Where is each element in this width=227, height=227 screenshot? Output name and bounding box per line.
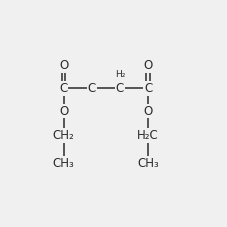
Text: C: C: [144, 82, 152, 95]
Text: C: C: [116, 82, 124, 95]
Text: O: O: [143, 59, 153, 72]
Text: CH₃: CH₃: [137, 157, 159, 170]
Text: C: C: [88, 82, 96, 95]
Text: CH₂: CH₂: [53, 129, 74, 142]
Text: O: O: [143, 105, 153, 118]
Text: C: C: [59, 82, 68, 95]
Text: CH₃: CH₃: [53, 157, 74, 170]
Text: H₂C: H₂C: [137, 129, 159, 142]
Text: O: O: [59, 59, 68, 72]
Text: H₂: H₂: [115, 70, 125, 79]
Text: O: O: [59, 105, 68, 118]
